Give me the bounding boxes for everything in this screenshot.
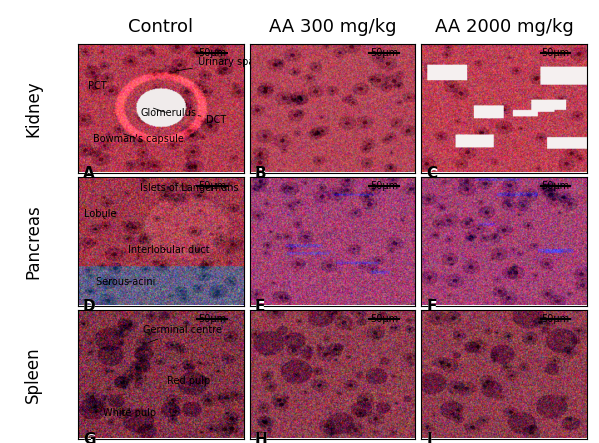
- Text: Interlobular duct: Interlobular duct: [128, 245, 209, 255]
- Text: Urinary space: Urinary space: [176, 57, 266, 71]
- Text: 50μm: 50μm: [198, 181, 226, 191]
- Text: D: D: [83, 300, 95, 315]
- Text: H: H: [255, 433, 267, 443]
- Text: PCT: PCT: [88, 81, 107, 94]
- Text: C: C: [426, 167, 437, 183]
- Text: Islets of Langerhans: Islets of Langerhans: [140, 183, 238, 199]
- Text: I: I: [426, 432, 432, 443]
- Text: Bowman's capsule: Bowman's capsule: [93, 134, 184, 144]
- Text: Glomerulus: Glomerulus: [140, 108, 196, 118]
- Text: B: B: [255, 167, 266, 181]
- Text: A: A: [83, 167, 95, 181]
- Text: Pancreas: Pancreas: [24, 204, 42, 279]
- Text: 50μm: 50μm: [370, 181, 398, 191]
- Text: Spleen: Spleen: [24, 346, 42, 403]
- Text: A: A: [83, 167, 95, 183]
- Text: AA 2000 mg/kg: AA 2000 mg/kg: [435, 18, 573, 35]
- Text: AA 300 mg/kg: AA 300 mg/kg: [269, 18, 396, 35]
- Text: G: G: [83, 433, 95, 443]
- Text: B: B: [255, 167, 266, 183]
- Text: 50μm: 50μm: [370, 314, 398, 324]
- Text: 50μm: 50μm: [541, 314, 570, 324]
- Text: 50μm: 50μm: [541, 181, 570, 191]
- Text: F: F: [426, 300, 437, 315]
- Text: Kidney: Kidney: [24, 80, 42, 137]
- Text: G: G: [83, 432, 95, 443]
- Text: D: D: [83, 299, 95, 314]
- Text: 50μm: 50μm: [541, 48, 570, 58]
- Text: Germinal centre: Germinal centre: [143, 325, 222, 342]
- Text: F: F: [426, 299, 437, 314]
- Text: E: E: [255, 299, 265, 314]
- Text: H: H: [255, 432, 267, 443]
- Text: 50μm: 50μm: [198, 48, 226, 58]
- Text: 50μm: 50μm: [198, 314, 226, 324]
- Text: I: I: [426, 433, 432, 443]
- Text: Control: Control: [128, 18, 193, 35]
- Text: Lobule: Lobule: [84, 209, 117, 219]
- Text: Red pulp: Red pulp: [167, 373, 211, 386]
- Text: E: E: [255, 300, 265, 315]
- Text: 50μm: 50μm: [370, 48, 398, 58]
- Text: DCT: DCT: [198, 115, 226, 124]
- Text: White pulp: White pulp: [103, 408, 156, 418]
- Text: C: C: [426, 167, 437, 181]
- Text: Serous acini: Serous acini: [96, 277, 156, 287]
